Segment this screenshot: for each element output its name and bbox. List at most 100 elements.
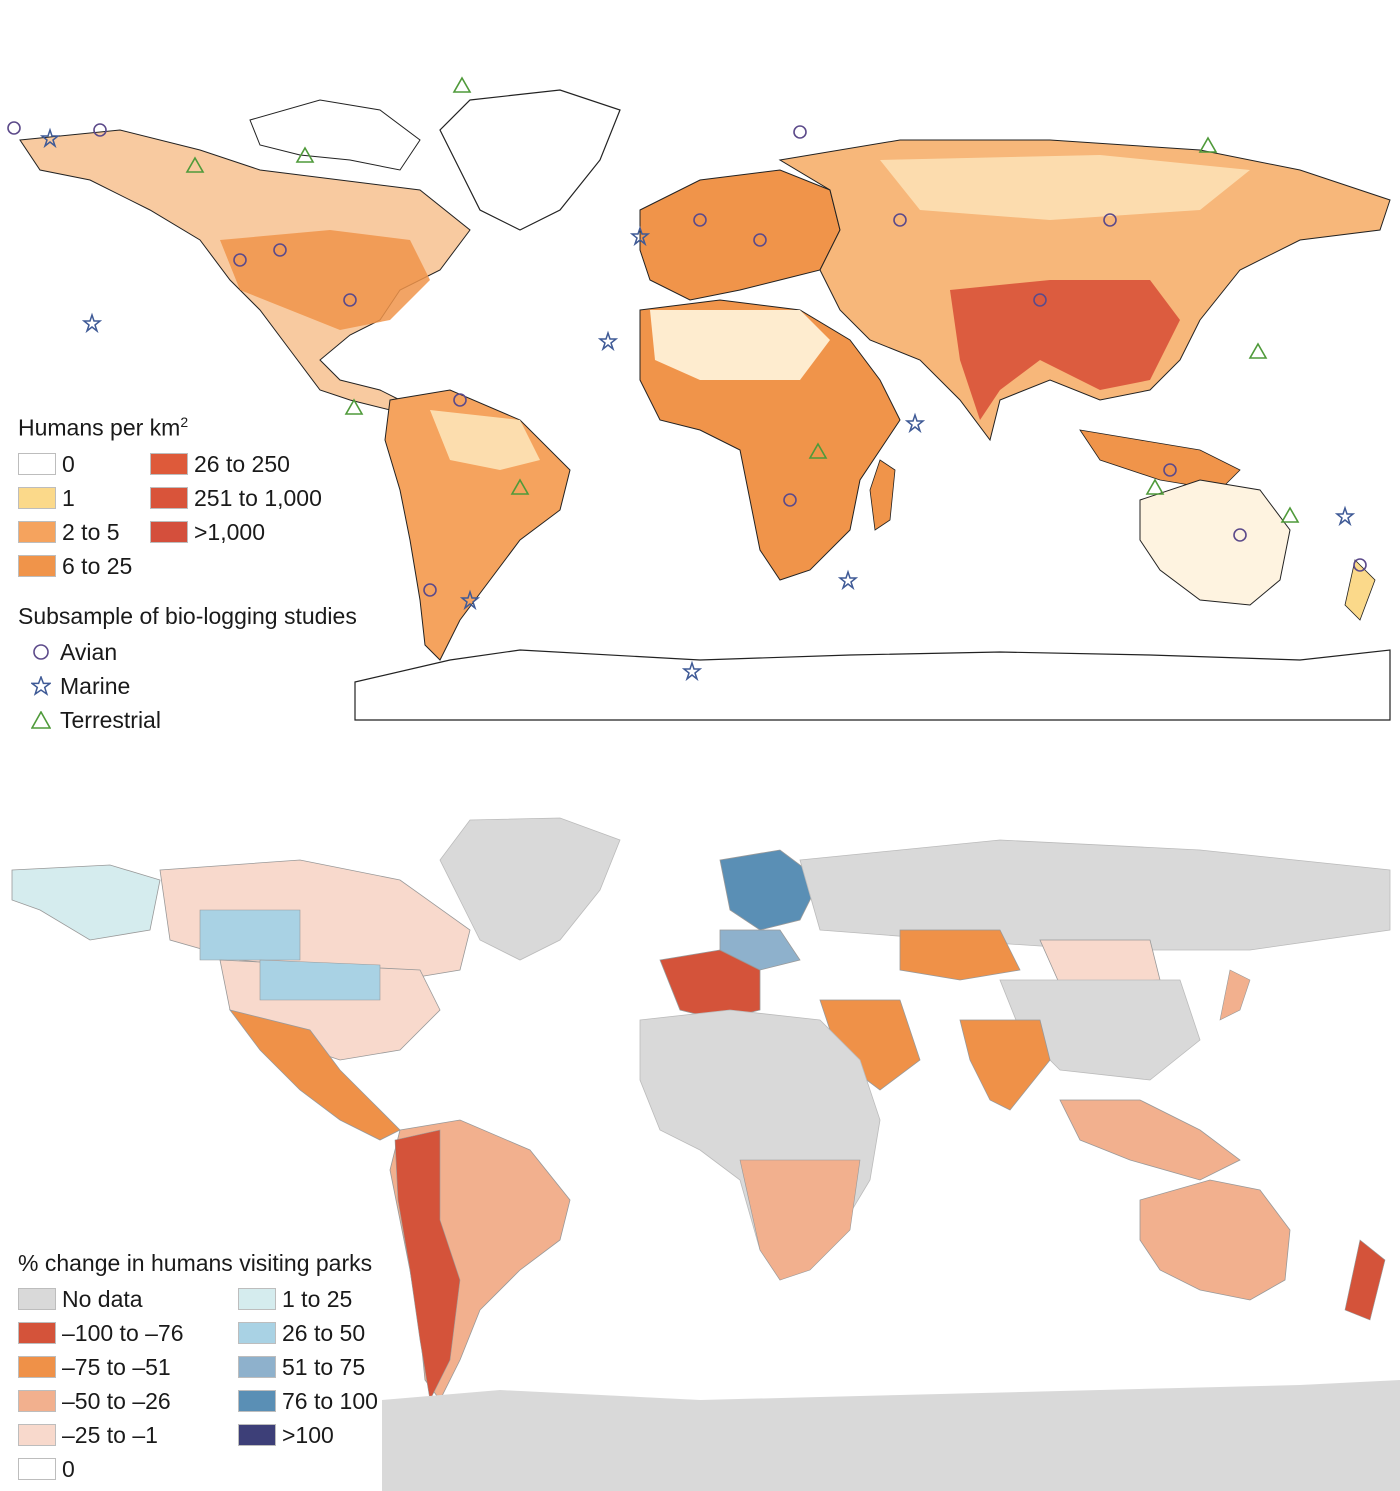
india xyxy=(959,1019,1051,1111)
park-legend-item: –75 to –51 xyxy=(18,1350,238,1384)
circle-icon xyxy=(28,643,54,661)
japan xyxy=(1219,969,1251,1021)
park-legend-item: –50 to –26 xyxy=(18,1384,238,1418)
park-legend-item: 76 to 100 xyxy=(238,1384,438,1418)
marine-marker xyxy=(681,660,703,682)
terrestrial-marker xyxy=(1145,478,1165,495)
park-swatch xyxy=(18,1390,56,1412)
marine-marker xyxy=(81,312,103,334)
mongolia-china xyxy=(1039,939,1161,986)
terrestrial-markers xyxy=(185,76,1300,523)
usa-midwest xyxy=(259,959,381,1001)
terrestrial-marker xyxy=(1248,342,1268,359)
studies-legend-item: Avian xyxy=(18,635,357,669)
asia-dense xyxy=(950,280,1180,420)
avian-marker xyxy=(233,253,247,267)
avian-marker xyxy=(1233,528,1247,542)
europe xyxy=(639,169,841,301)
avian-marker xyxy=(273,243,287,257)
park-change-legend-title: % change in humans visiting parks xyxy=(18,1250,373,1276)
avian-markers xyxy=(7,121,1367,597)
mexico xyxy=(229,1009,401,1141)
avian-marker xyxy=(693,213,707,227)
avian-marker xyxy=(423,583,437,597)
marine-marker xyxy=(459,589,481,611)
park-legend-item: 0 xyxy=(18,1452,238,1486)
marine-marker xyxy=(904,412,926,434)
amazon-sparse xyxy=(430,410,540,470)
star-icon xyxy=(28,675,54,696)
avian-marker xyxy=(1163,463,1177,477)
avian-marker xyxy=(753,233,767,247)
park-legend-item: 51 to 75 xyxy=(238,1350,438,1384)
park-swatch xyxy=(238,1390,276,1412)
avian-marker xyxy=(783,493,797,507)
park-swatch xyxy=(238,1322,276,1344)
avian-marker xyxy=(1353,558,1367,572)
studies-legend-item: Marine xyxy=(18,669,357,703)
park-legend-item: –100 to –76 xyxy=(18,1316,238,1350)
alaska xyxy=(11,864,161,941)
terrestrial-marker xyxy=(510,478,530,495)
avian-marker xyxy=(1033,293,1047,307)
park-change-legend: % change in humans visiting parks No dat… xyxy=(18,1246,438,1486)
southern-africa xyxy=(739,1159,861,1281)
park-swatch xyxy=(18,1288,56,1310)
new-zealand xyxy=(1344,559,1376,621)
avian-marker xyxy=(93,123,107,137)
studies-legend-title: Subsample of bio-logging studies xyxy=(18,602,357,629)
world-map-density xyxy=(7,76,1391,721)
density-legend-title: Humans per km2 xyxy=(18,414,189,441)
terrestrial-marker xyxy=(295,146,315,163)
density-legend-item: 26 to 250 xyxy=(150,447,350,481)
park-visits-change-map: % change in humans visiting parks No dat… xyxy=(0,800,1400,1491)
scandinavia xyxy=(719,849,821,931)
marine-marker xyxy=(39,127,61,149)
madagascar xyxy=(869,459,896,531)
density-legend-item: 251 to 1,000 xyxy=(150,481,350,515)
park-legend-item: No data xyxy=(18,1282,238,1316)
density-swatch xyxy=(150,452,188,475)
population-density-legend: Humans per km2 0 1 2 to 5 6 to 25 26 to … xyxy=(18,405,357,737)
studies-legend-item: Terrestrial xyxy=(18,703,357,737)
park-legend-item: –25 to –1 xyxy=(18,1418,238,1452)
australia xyxy=(1139,1179,1291,1301)
density-legend-item: 6 to 25 xyxy=(18,549,150,583)
terrestrial-marker xyxy=(452,76,472,93)
new-zealand xyxy=(1344,1239,1386,1321)
antarctica-outline xyxy=(354,649,1391,721)
density-legend-item: 2 to 5 xyxy=(18,515,150,549)
marine-marker xyxy=(1334,505,1356,527)
arctic-islands-outline xyxy=(249,99,421,171)
australia xyxy=(1139,479,1291,606)
marine-markers xyxy=(39,127,1356,682)
terrestrial-marker xyxy=(1198,136,1218,153)
avian-marker xyxy=(793,125,807,139)
park-swatch xyxy=(238,1424,276,1446)
avian-marker xyxy=(1103,213,1117,227)
avian-marker xyxy=(893,213,907,227)
terrestrial-marker xyxy=(185,156,205,173)
terrestrial-marker xyxy=(344,398,364,415)
park-swatch xyxy=(238,1288,276,1310)
south-america-west xyxy=(394,1129,461,1401)
density-legend-item: 1 xyxy=(18,481,150,515)
marine-marker xyxy=(629,225,651,247)
antarctica xyxy=(382,1380,1400,1491)
terrestrial-marker xyxy=(1280,506,1300,523)
canada-prairies xyxy=(199,909,301,961)
terrestrial-marker xyxy=(808,442,828,459)
greenland xyxy=(439,817,621,961)
park-legend-item: 1 to 25 xyxy=(238,1282,438,1316)
central-europe xyxy=(719,929,801,971)
park-swatch xyxy=(18,1356,56,1378)
park-legend-item: 26 to 50 xyxy=(238,1316,438,1350)
avian-marker xyxy=(343,293,357,307)
park-swatch xyxy=(18,1458,56,1480)
park-swatch xyxy=(18,1424,56,1446)
siberia-sparse xyxy=(880,155,1250,220)
russia xyxy=(799,839,1391,951)
avian-marker xyxy=(7,121,21,135)
density-legend-item: >1,000 xyxy=(150,515,350,549)
park-swatch xyxy=(238,1356,276,1378)
